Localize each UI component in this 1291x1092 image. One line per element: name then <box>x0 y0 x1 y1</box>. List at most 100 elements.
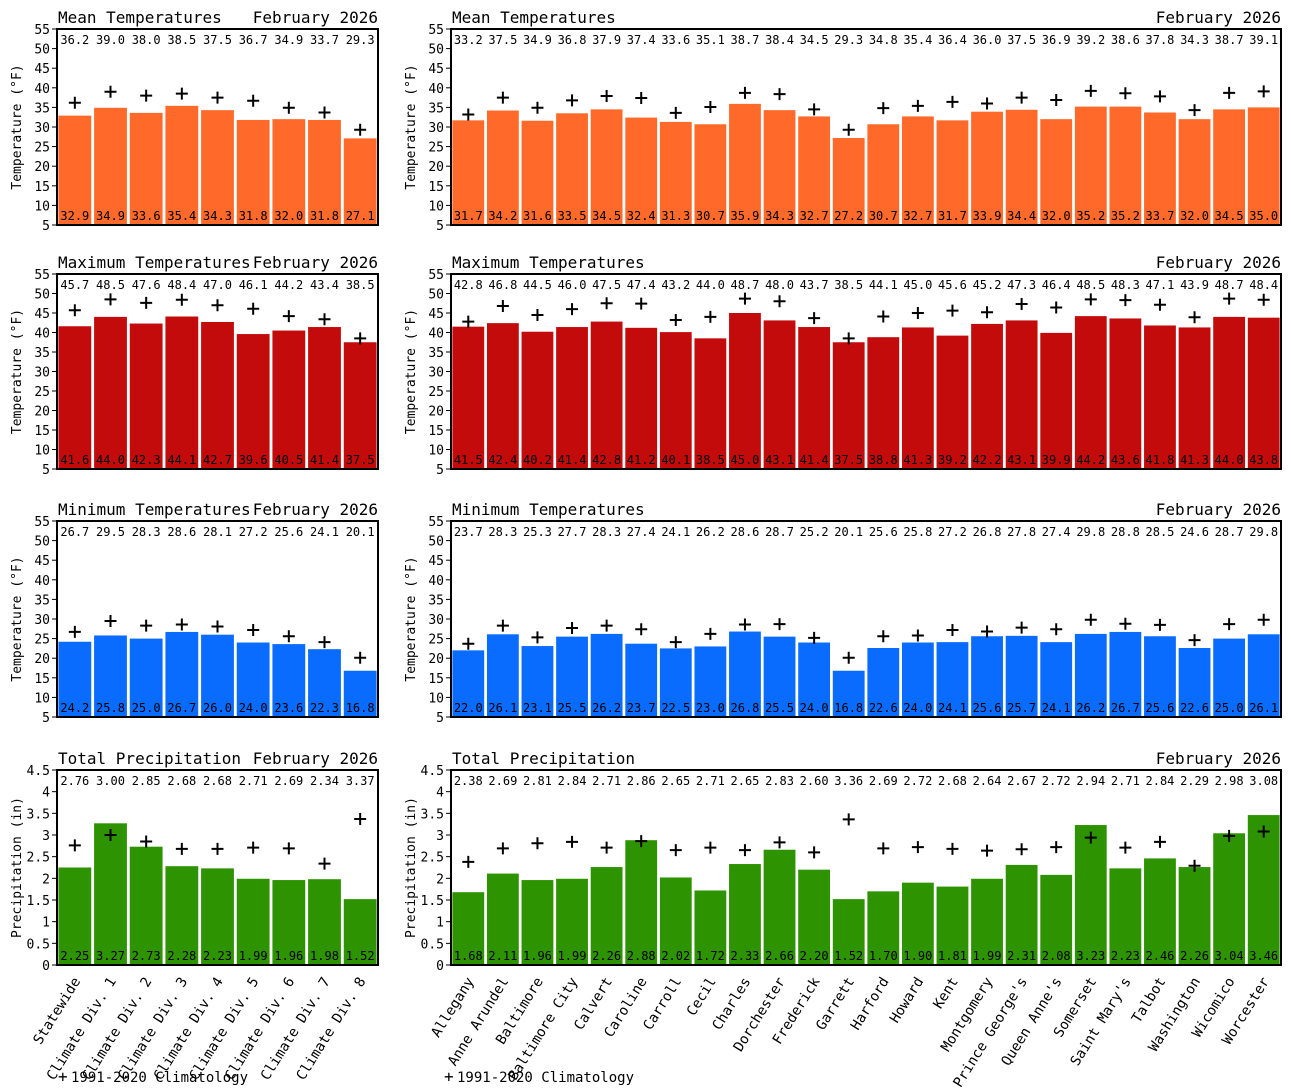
climatology-value-label: 20.1 <box>834 525 863 539</box>
climatology-value-label: 29.8 <box>1249 525 1278 539</box>
climatology-value-label: 46.0 <box>558 278 587 292</box>
y-tick-label: 25 <box>34 633 50 648</box>
climatology-value-label: 27.4 <box>627 525 656 539</box>
climatology-value-label: 38.5 <box>346 278 375 292</box>
climatology-marker <box>104 85 117 98</box>
observed-value-label: 25.5 <box>765 701 794 715</box>
chart-panel-mean-cty: Mean Temperatures February 2026 Temperatur… <box>404 8 1282 234</box>
y-tick-label: 45 <box>428 554 444 569</box>
observed-value-label: 26.8 <box>731 701 760 715</box>
climatology-marker <box>669 314 682 327</box>
observed-value-label: 2.88 <box>627 949 656 963</box>
observed-value-label: 30.7 <box>696 209 725 223</box>
observed-value-label: 31.8 <box>239 209 268 223</box>
climatology-value-label: 39.1 <box>1249 33 1278 47</box>
climatology-marker <box>1119 294 1132 307</box>
climatology-marker <box>1119 841 1132 854</box>
climatology-value-label: 28.3 <box>132 525 161 539</box>
bar <box>129 846 163 965</box>
chart-panel-min-cty: Minimum Temperatures February 2026 Tempera… <box>404 500 1282 726</box>
climatology-marker <box>354 332 367 345</box>
observed-value-label: 45.0 <box>731 453 760 467</box>
climatology-value-label: 3.08 <box>1249 774 1278 788</box>
observed-value-label: 3.27 <box>96 949 125 963</box>
y-tick-label: 55 <box>428 268 444 283</box>
y-tick-label: 15 <box>34 180 50 195</box>
climatology-value-label: 2.71 <box>696 774 725 788</box>
climatology-marker <box>669 106 682 119</box>
observed-value-label: 35.4 <box>167 209 196 223</box>
y-tick-label: 35 <box>34 101 50 116</box>
plot-frame <box>56 273 379 470</box>
climatology-value-label: 36.7 <box>239 33 268 47</box>
bar <box>1040 332 1073 469</box>
observed-value-label: 33.6 <box>132 209 161 223</box>
climatology-marker <box>600 841 613 854</box>
climatology-marker <box>318 636 331 649</box>
bar <box>1178 327 1211 469</box>
climatology-value-label: 46.1 <box>239 278 268 292</box>
climatology-marker <box>635 297 648 310</box>
climatology-value-label: 38.5 <box>167 33 196 47</box>
observed-value-label: 41.2 <box>627 453 656 467</box>
y-tick-label: 55 <box>428 23 444 38</box>
observed-value-label: 32.9 <box>60 209 89 223</box>
y-axis-label: Temperature (°F) <box>10 309 25 434</box>
climatology-marker <box>773 88 786 101</box>
observed-value-label: 41.8 <box>1146 453 1175 467</box>
climatology-value-label: 29.3 <box>834 33 863 47</box>
climatology-marker <box>104 829 117 841</box>
climatology-marker <box>211 91 224 104</box>
observed-value-label: 31.7 <box>454 209 483 223</box>
bar <box>659 121 692 225</box>
climatology-value-label: 23.7 <box>454 525 483 539</box>
climatology-marker <box>462 637 475 650</box>
bar <box>308 879 341 965</box>
observed-value-label: 23.7 <box>627 701 656 715</box>
y-axis-label: Temperature (°F) <box>404 309 419 434</box>
y-tick-label: 40 <box>34 327 50 342</box>
observed-value-label: 2.11 <box>488 949 517 963</box>
plot-frame <box>450 273 1282 470</box>
observed-value-label: 42.7 <box>203 453 232 467</box>
bar <box>1213 109 1246 225</box>
climatology-value-label: 43.7 <box>800 278 829 292</box>
bar <box>694 124 727 225</box>
climatology-marker <box>877 102 890 115</box>
climatology-marker <box>946 623 959 636</box>
y-tick-label: 30 <box>34 613 50 628</box>
climatology-marker <box>68 839 81 852</box>
observed-value-label: 35.0 <box>1249 209 1278 223</box>
climatology-marker <box>773 836 786 849</box>
bar <box>452 650 485 717</box>
climatology-value-label: 2.81 <box>523 774 552 788</box>
y-tick-label: 40 <box>34 82 50 97</box>
bar <box>659 877 692 965</box>
bar <box>556 878 588 965</box>
climatology-marker <box>140 619 153 632</box>
bar <box>729 631 761 717</box>
observed-value-label: 24.0 <box>239 701 268 715</box>
observed-value-label: 1.96 <box>274 949 303 963</box>
bar <box>763 849 796 965</box>
plot-frame <box>450 769 1282 966</box>
y-tick-label: 25 <box>428 385 444 400</box>
climatology-marker <box>566 622 579 635</box>
bar <box>1109 868 1142 965</box>
y-tick-label: 5 <box>436 219 444 234</box>
chart-title: Maximum Temperatures <box>58 253 251 272</box>
climatology-value-label: 48.5 <box>1076 278 1105 292</box>
climatology-marker <box>1119 87 1132 100</box>
climatology-marker <box>247 623 260 636</box>
bar <box>1005 864 1038 965</box>
climatology-marker <box>877 842 890 855</box>
climatology-value-label: 38.6 <box>1111 33 1140 47</box>
observed-value-label: 32.7 <box>800 209 829 223</box>
climatology-marker <box>175 293 188 306</box>
bar <box>129 112 163 225</box>
climatology-value-label: 47.3 <box>1007 278 1036 292</box>
plot-frame <box>56 520 379 718</box>
climatology-marker <box>946 842 959 855</box>
bar <box>1213 316 1246 469</box>
observed-value-label: 2.33 <box>731 949 760 963</box>
